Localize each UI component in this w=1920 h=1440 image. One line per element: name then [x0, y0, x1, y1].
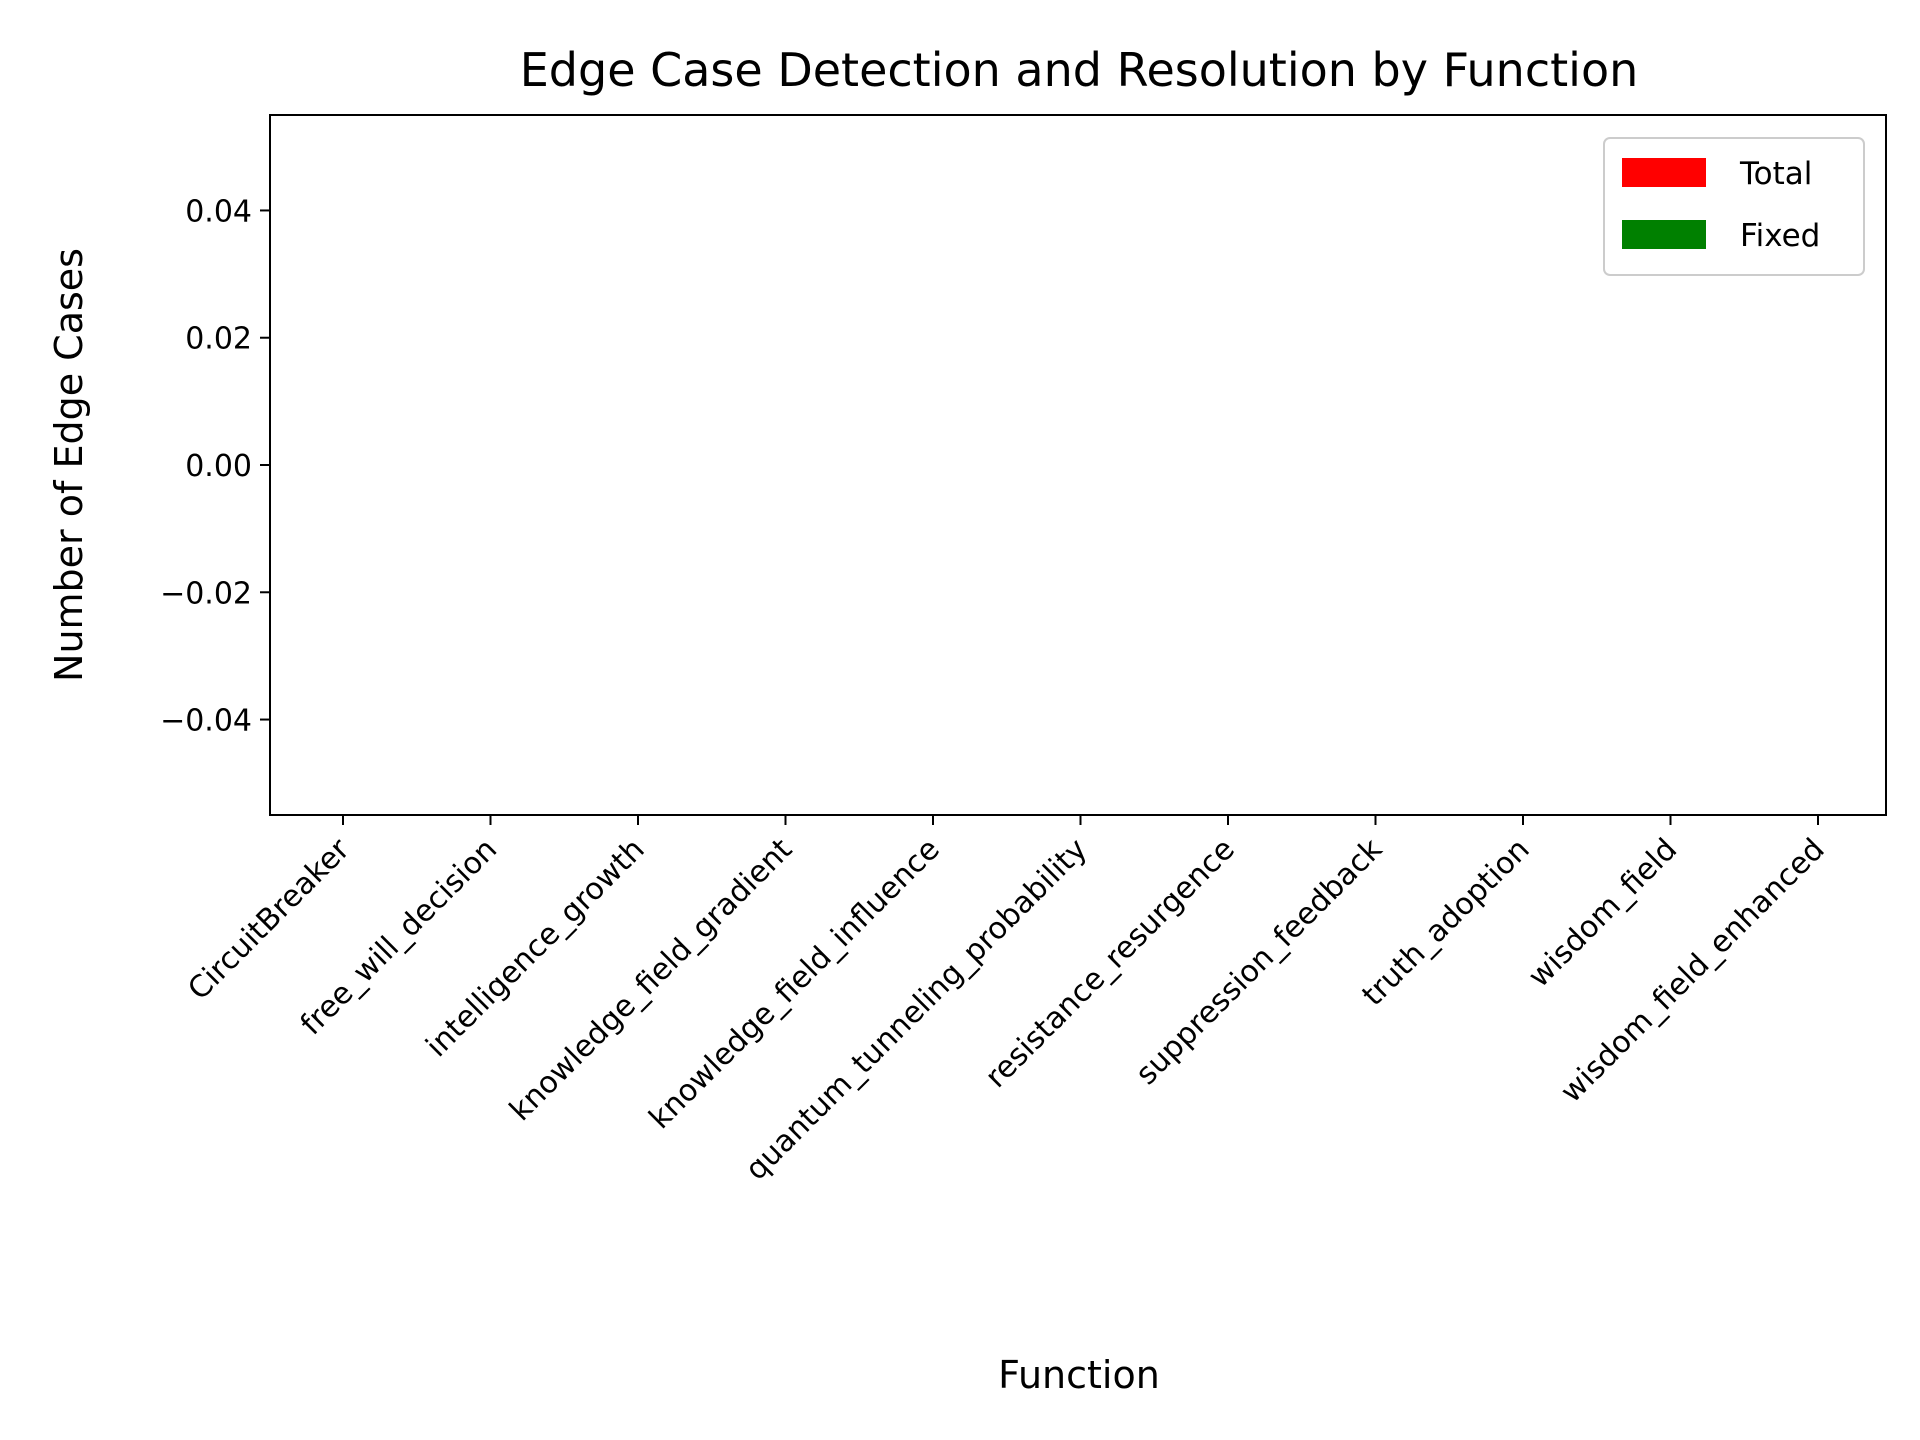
- y-tick-label: 0.04: [185, 194, 252, 229]
- y-axis: 0.04 0.02 0.00 −0.02 −0.04: [160, 194, 270, 739]
- y-tick-label: −0.04: [160, 704, 252, 739]
- legend-swatch-fixed: [1622, 220, 1706, 249]
- chart-title: Edge Case Detection and Resolution by Fu…: [520, 43, 1639, 97]
- y-tick-label: −0.02: [160, 576, 252, 611]
- legend: Total Fixed: [1603, 137, 1865, 276]
- y-axis-title: Number of Edge Cases: [47, 248, 91, 682]
- x-tick-label: wisdom_field_enhanced: [1554, 832, 1832, 1110]
- x-axis: CircuitBreakerfree_will_decisionintellig…: [181, 815, 1832, 1187]
- x-axis-title: Function: [998, 1353, 1160, 1397]
- x-tick-label: suppression_feedback: [1129, 831, 1389, 1091]
- y-tick-label: 0.00: [185, 449, 252, 484]
- legend-swatch-total: [1622, 158, 1706, 187]
- x-tick-label: wisdom_field: [1522, 832, 1685, 995]
- x-tick-label: knowledge_field_influence: [643, 832, 947, 1136]
- y-tick-label: 0.02: [185, 322, 252, 357]
- x-tick-label: knowledge_field_gradient: [503, 832, 799, 1128]
- legend-label-total: Total: [1739, 156, 1812, 192]
- x-tick-label: resistance_resurgence: [979, 832, 1242, 1095]
- legend-label-fixed: Fixed: [1740, 218, 1820, 254]
